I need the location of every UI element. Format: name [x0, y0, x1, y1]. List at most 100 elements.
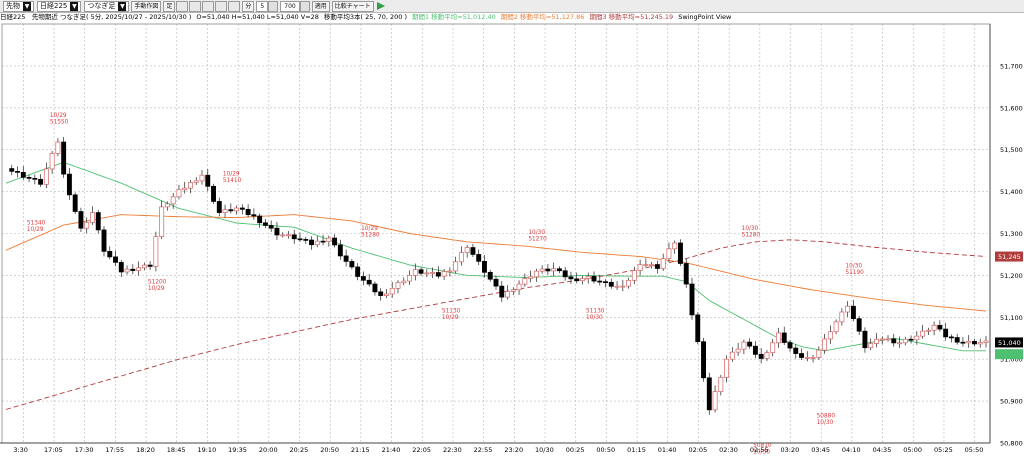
candle-down: [355, 266, 361, 277]
y-tick-label: 51,600: [1000, 104, 1023, 112]
manual-draw-button[interactable]: 手動作図: [131, 0, 162, 12]
candle-up: [43, 168, 49, 185]
x-tick-label: 02:55: [750, 446, 769, 454]
x-tick-label: 02:30: [719, 446, 738, 454]
candle-down: [850, 305, 856, 320]
x-tick-label: 19:10: [197, 446, 216, 454]
candle-down: [20, 171, 26, 178]
candle-down: [683, 263, 689, 285]
compare-chart-button[interactable]: 比較チャート: [331, 0, 374, 12]
candle-down: [972, 340, 977, 345]
interval-input[interactable]: 5: [256, 0, 269, 12]
candle-up: [164, 203, 170, 208]
candle-up: [845, 305, 851, 313]
candle-up: [931, 324, 937, 331]
ma-line-1: [5, 161, 986, 352]
candle-down: [130, 268, 136, 271]
candle-down: [61, 141, 67, 175]
y-tick-label: 50,900: [1000, 398, 1023, 406]
x-tick-label: 17:55: [105, 446, 124, 454]
candle-up: [902, 338, 908, 344]
x-tick-label: 19:35: [228, 446, 247, 454]
interval-spinner[interactable]: [268, 0, 279, 12]
candle-up: [666, 248, 672, 259]
symbol-select[interactable]: 先物 ▼: [3, 0, 34, 12]
count-input[interactable]: 700: [280, 0, 300, 12]
candle-up: [384, 293, 389, 296]
ma1-readout: 期間1 移動平均=51,012.40: [411, 13, 496, 21]
candle-up: [874, 338, 879, 344]
candle-up: [441, 271, 447, 277]
candle-down: [493, 278, 499, 287]
candle-down: [862, 330, 868, 349]
candle-up: [804, 357, 810, 359]
candle-up: [914, 335, 920, 341]
ma3-readout: 期間3 移動平均=51,245.19: [589, 13, 674, 21]
swing-label: 10/30: [845, 264, 862, 270]
swing-label: 10/29: [148, 286, 165, 292]
last-price-box: [995, 349, 1023, 360]
candle-down: [499, 285, 505, 298]
last-price-label: 51,040: [998, 339, 1021, 347]
x-tick-label: 04:35: [873, 446, 892, 454]
candle-down: [695, 314, 701, 343]
candle-up: [199, 174, 205, 182]
last-price-box: [995, 251, 1023, 262]
apply-button[interactable]: 適用: [311, 0, 330, 12]
count-spinner[interactable]: [299, 0, 310, 12]
candle-up: [626, 279, 632, 287]
candle-down: [147, 264, 153, 267]
candle-up: [827, 331, 833, 340]
x-tick-label: 00:50: [596, 446, 615, 454]
candle-down: [701, 341, 706, 379]
minute-button[interactable]: 分: [242, 0, 255, 12]
swing-label: 51130: [586, 309, 605, 315]
candle-up: [136, 267, 142, 271]
y-tick-label: 51,100: [1000, 314, 1023, 322]
candle-down: [101, 229, 107, 252]
candle-up: [833, 321, 839, 333]
week-icon[interactable]: [202, 0, 215, 12]
month-icon[interactable]: [189, 0, 202, 12]
x-tick-label: 3:30: [13, 446, 28, 454]
candle-up: [672, 242, 678, 250]
x-tick-label: 20:25: [290, 446, 309, 454]
candle-up: [925, 329, 931, 332]
candle-up: [49, 153, 55, 170]
swing-label: 51280: [361, 232, 380, 238]
candle-down: [752, 345, 758, 355]
candle-down: [360, 276, 366, 281]
candle-down: [568, 276, 574, 280]
x-tick-label: 03:45: [811, 446, 830, 454]
chart-title: 日経225 先物期近 つなぎ足( 5分, 2025/10/27 - 2025/1…: [0, 13, 192, 21]
swing-label: 10/29: [442, 315, 459, 321]
candle-down: [343, 255, 349, 262]
contract-select[interactable]: つなぎ足 ▼: [84, 0, 130, 12]
candle-up: [182, 187, 188, 191]
candle-up: [810, 357, 816, 359]
hour-icon[interactable]: [228, 0, 241, 12]
candle-up: [193, 180, 199, 183]
day-icon[interactable]: [215, 0, 228, 12]
candle-down: [211, 185, 216, 202]
x-tick-label: 01:40: [658, 446, 677, 454]
candle-down: [113, 256, 118, 263]
instrument-select[interactable]: 日経225 ▼: [37, 0, 82, 12]
candle-up: [55, 141, 61, 154]
swing-label: 50810: [753, 443, 772, 449]
flag-icon[interactable]: [376, 2, 385, 10]
candle-down: [608, 281, 614, 287]
candle-down: [9, 168, 15, 172]
swing-label: 10/30: [586, 315, 603, 321]
swing-label: 10/30: [528, 230, 545, 236]
chart-type-icon[interactable]: [176, 0, 189, 12]
candle-down: [332, 237, 338, 246]
candle-down: [908, 338, 914, 341]
candle-down: [556, 268, 562, 272]
x-tick-label: 04:10: [842, 446, 861, 454]
ma-line-2: [5, 214, 987, 312]
y-tick-label: 51,200: [1000, 272, 1023, 280]
candle-up: [424, 272, 430, 275]
bar-button[interactable]: 足: [163, 0, 176, 12]
